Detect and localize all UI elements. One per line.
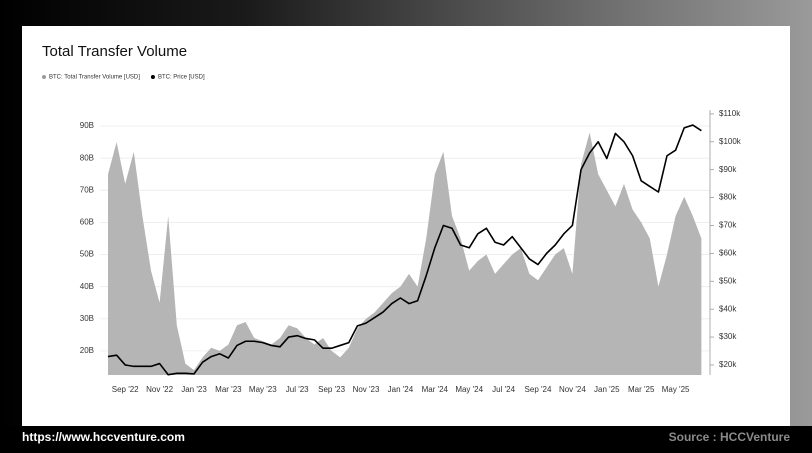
x-tick-label: Sep '23 bbox=[318, 385, 345, 394]
x-tick-label: Mar '24 bbox=[422, 385, 449, 394]
x-tick-label: Nov '23 bbox=[353, 385, 380, 394]
legend-marker bbox=[150, 75, 155, 79]
y-tick-label: 70B bbox=[80, 185, 94, 194]
x-tick-label: Jan '25 bbox=[594, 385, 620, 394]
y2-tick-label: $50k bbox=[719, 276, 737, 285]
price-line bbox=[107, 124, 702, 376]
x-tick-label: Sep '22 bbox=[112, 385, 139, 394]
y-tick-label: 90B bbox=[80, 121, 94, 130]
x-tick-label: Mar '25 bbox=[628, 385, 655, 394]
x-tick-label: Jan '24 bbox=[388, 385, 414, 394]
x-tick-label: Nov '22 bbox=[146, 385, 173, 394]
footer-bar bbox=[0, 426, 812, 453]
x-tick-label: Jan '23 bbox=[181, 385, 207, 394]
footer-source: Source : HCCVenture bbox=[669, 430, 791, 444]
x-tick-label: Sep '24 bbox=[525, 385, 552, 394]
y2-tick-label: $100k bbox=[719, 137, 742, 146]
y2-tick-label: $110k bbox=[719, 109, 741, 118]
legend-label: BTC: Total Transfer Volume [USD] bbox=[49, 75, 140, 81]
x-tick-label: Jul '23 bbox=[286, 385, 309, 394]
x-tick-label: Mar '23 bbox=[215, 385, 242, 394]
y2-tick-label: $60k bbox=[719, 248, 737, 257]
y2-tick-label: $20k bbox=[719, 360, 737, 369]
volume-area bbox=[108, 132, 702, 375]
x-tick-label: Nov '24 bbox=[559, 385, 586, 394]
x-tick-label: May '24 bbox=[455, 385, 483, 394]
y-tick-label: 50B bbox=[80, 250, 94, 259]
x-tick-label: Jul '24 bbox=[492, 385, 515, 394]
plot: 20B 30B 40B 50B 60B 70B 80B 90B $20k $30k $40k $50k… bbox=[42, 75, 742, 394]
y2-tick-label: $30k bbox=[719, 332, 737, 341]
y-tick-label: 30B bbox=[80, 314, 94, 323]
x-tick-label: May '25 bbox=[662, 385, 690, 394]
y-tick-label: 20B bbox=[80, 346, 94, 355]
chart-title: Total Transfer Volume bbox=[42, 43, 187, 60]
y2-tick-label: $70k bbox=[719, 221, 737, 230]
footer-url: https://www.hccventure.com bbox=[22, 430, 185, 444]
y-tick-label: 60B bbox=[80, 218, 94, 227]
legend-label: BTC: Price [USD] bbox=[158, 75, 205, 81]
y-tick-label: 80B bbox=[80, 153, 94, 162]
legend-marker bbox=[42, 75, 46, 79]
y-tick-label: 40B bbox=[80, 282, 94, 291]
y2-tick-label: $40k bbox=[719, 304, 737, 313]
y2-tick-label: $80k bbox=[719, 193, 737, 202]
x-tick-label: May '23 bbox=[249, 385, 277, 394]
y2-tick-label: $90k bbox=[719, 165, 737, 174]
